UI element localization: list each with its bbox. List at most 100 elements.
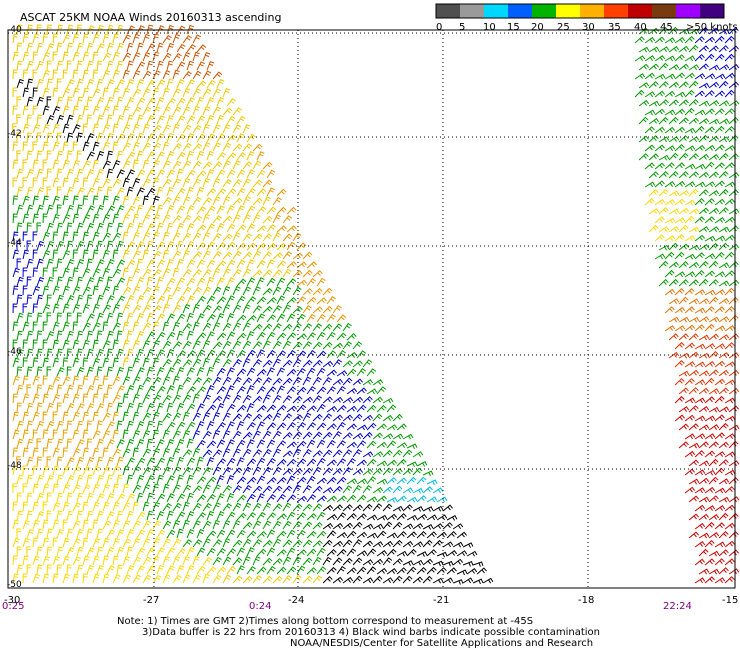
wind-barb — [718, 152, 729, 161]
wind-barb — [192, 466, 202, 476]
wind-barb — [162, 502, 172, 512]
wind-barb — [336, 332, 347, 341]
wind-barb — [674, 341, 685, 350]
wind-barb — [122, 502, 131, 512]
wind-barb — [166, 438, 175, 449]
wind-barb — [32, 51, 38, 62]
wind-barb — [82, 249, 89, 260]
wind-barb — [282, 340, 292, 350]
wind-barb — [182, 519, 190, 530]
wind-barb — [92, 430, 101, 440]
wind-barb — [52, 33, 58, 44]
wind-barb — [728, 153, 739, 161]
wind-barb — [728, 172, 740, 179]
wind-barb — [346, 387, 358, 395]
wind-barb — [76, 384, 84, 395]
wind-barb — [306, 422, 316, 431]
wind-barb — [286, 332, 297, 341]
wind-barb — [202, 105, 211, 116]
wind-barb — [678, 45, 690, 53]
wind-barb — [202, 466, 212, 476]
wind-barb — [704, 108, 715, 116]
wind-barb — [176, 168, 184, 179]
wind-barb — [96, 78, 104, 89]
wind-barb — [72, 466, 81, 476]
wind-barb — [638, 82, 650, 89]
wind-barb — [262, 520, 272, 530]
wind-barb — [92, 33, 100, 44]
wind-barb — [156, 42, 164, 53]
wind-barb — [714, 108, 725, 116]
wind-barb — [192, 340, 201, 350]
wind-barb — [406, 548, 417, 557]
wind-barb — [302, 251, 313, 260]
wind-barb — [246, 530, 257, 539]
wind-barb — [366, 496, 378, 503]
wind-barb — [728, 296, 739, 305]
wind-barb — [172, 358, 182, 368]
wind-barb — [346, 548, 357, 557]
wind-barb — [684, 127, 696, 134]
wind-barb — [86, 366, 94, 377]
wind-barb — [42, 465, 50, 476]
wind-barb — [638, 99, 650, 107]
wind-barb — [22, 429, 29, 440]
wind-barb — [176, 528, 184, 539]
wind-barb — [126, 366, 134, 377]
wind-barb — [102, 285, 111, 296]
wind-barb — [152, 106, 161, 116]
wind-barb — [76, 150, 82, 161]
wind-barb — [442, 522, 453, 530]
wind-barb — [648, 153, 659, 161]
wind-barb — [728, 387, 740, 395]
wind-barb — [56, 546, 64, 557]
wind-barb — [266, 367, 275, 377]
wind-barb — [262, 448, 272, 458]
wind-barb — [142, 195, 149, 206]
wind-barb — [266, 547, 276, 557]
wind-barb — [132, 196, 141, 206]
wind-barb — [346, 530, 357, 539]
wind-barb — [136, 420, 145, 431]
wind-barb — [56, 510, 63, 521]
wind-barb — [66, 348, 72, 359]
wind-barb — [76, 204, 83, 215]
wind-barb — [256, 548, 267, 557]
wind-barb — [202, 88, 212, 98]
wind-barb — [664, 199, 676, 206]
wind-barb — [182, 466, 192, 476]
wind-barb — [212, 395, 223, 404]
wind-barb — [678, 152, 689, 161]
wind-barb — [26, 276, 32, 287]
wind-barb — [196, 295, 206, 305]
wind-barb — [356, 459, 367, 467]
wind-barb — [708, 441, 719, 449]
wind-barb — [116, 60, 124, 71]
wind-barb — [728, 208, 740, 215]
wind-barb — [176, 564, 185, 575]
wind-barb — [86, 547, 95, 557]
wind-barb — [698, 45, 709, 53]
wind-barb — [704, 289, 716, 296]
wind-barb — [202, 557, 212, 566]
wind-barb — [192, 539, 202, 548]
wind-barb — [52, 51, 58, 62]
wind-barb — [302, 359, 313, 368]
wind-barb — [156, 79, 166, 89]
wind-barb — [426, 496, 438, 503]
wind-barb — [688, 495, 699, 503]
wind-barb — [658, 99, 669, 107]
wind-barb — [22, 87, 30, 98]
wind-barb — [226, 511, 236, 521]
wind-barb — [192, 160, 202, 170]
wind-barb — [648, 46, 660, 53]
wind-barb — [326, 548, 337, 557]
wind-barb — [452, 523, 464, 530]
wind-barb — [16, 474, 24, 485]
wind-barb — [226, 169, 236, 179]
wind-barb — [212, 177, 221, 188]
wind-barb — [26, 114, 32, 125]
wind-barb — [66, 24, 74, 35]
wind-barb — [352, 432, 364, 440]
wind-barb — [302, 448, 312, 458]
